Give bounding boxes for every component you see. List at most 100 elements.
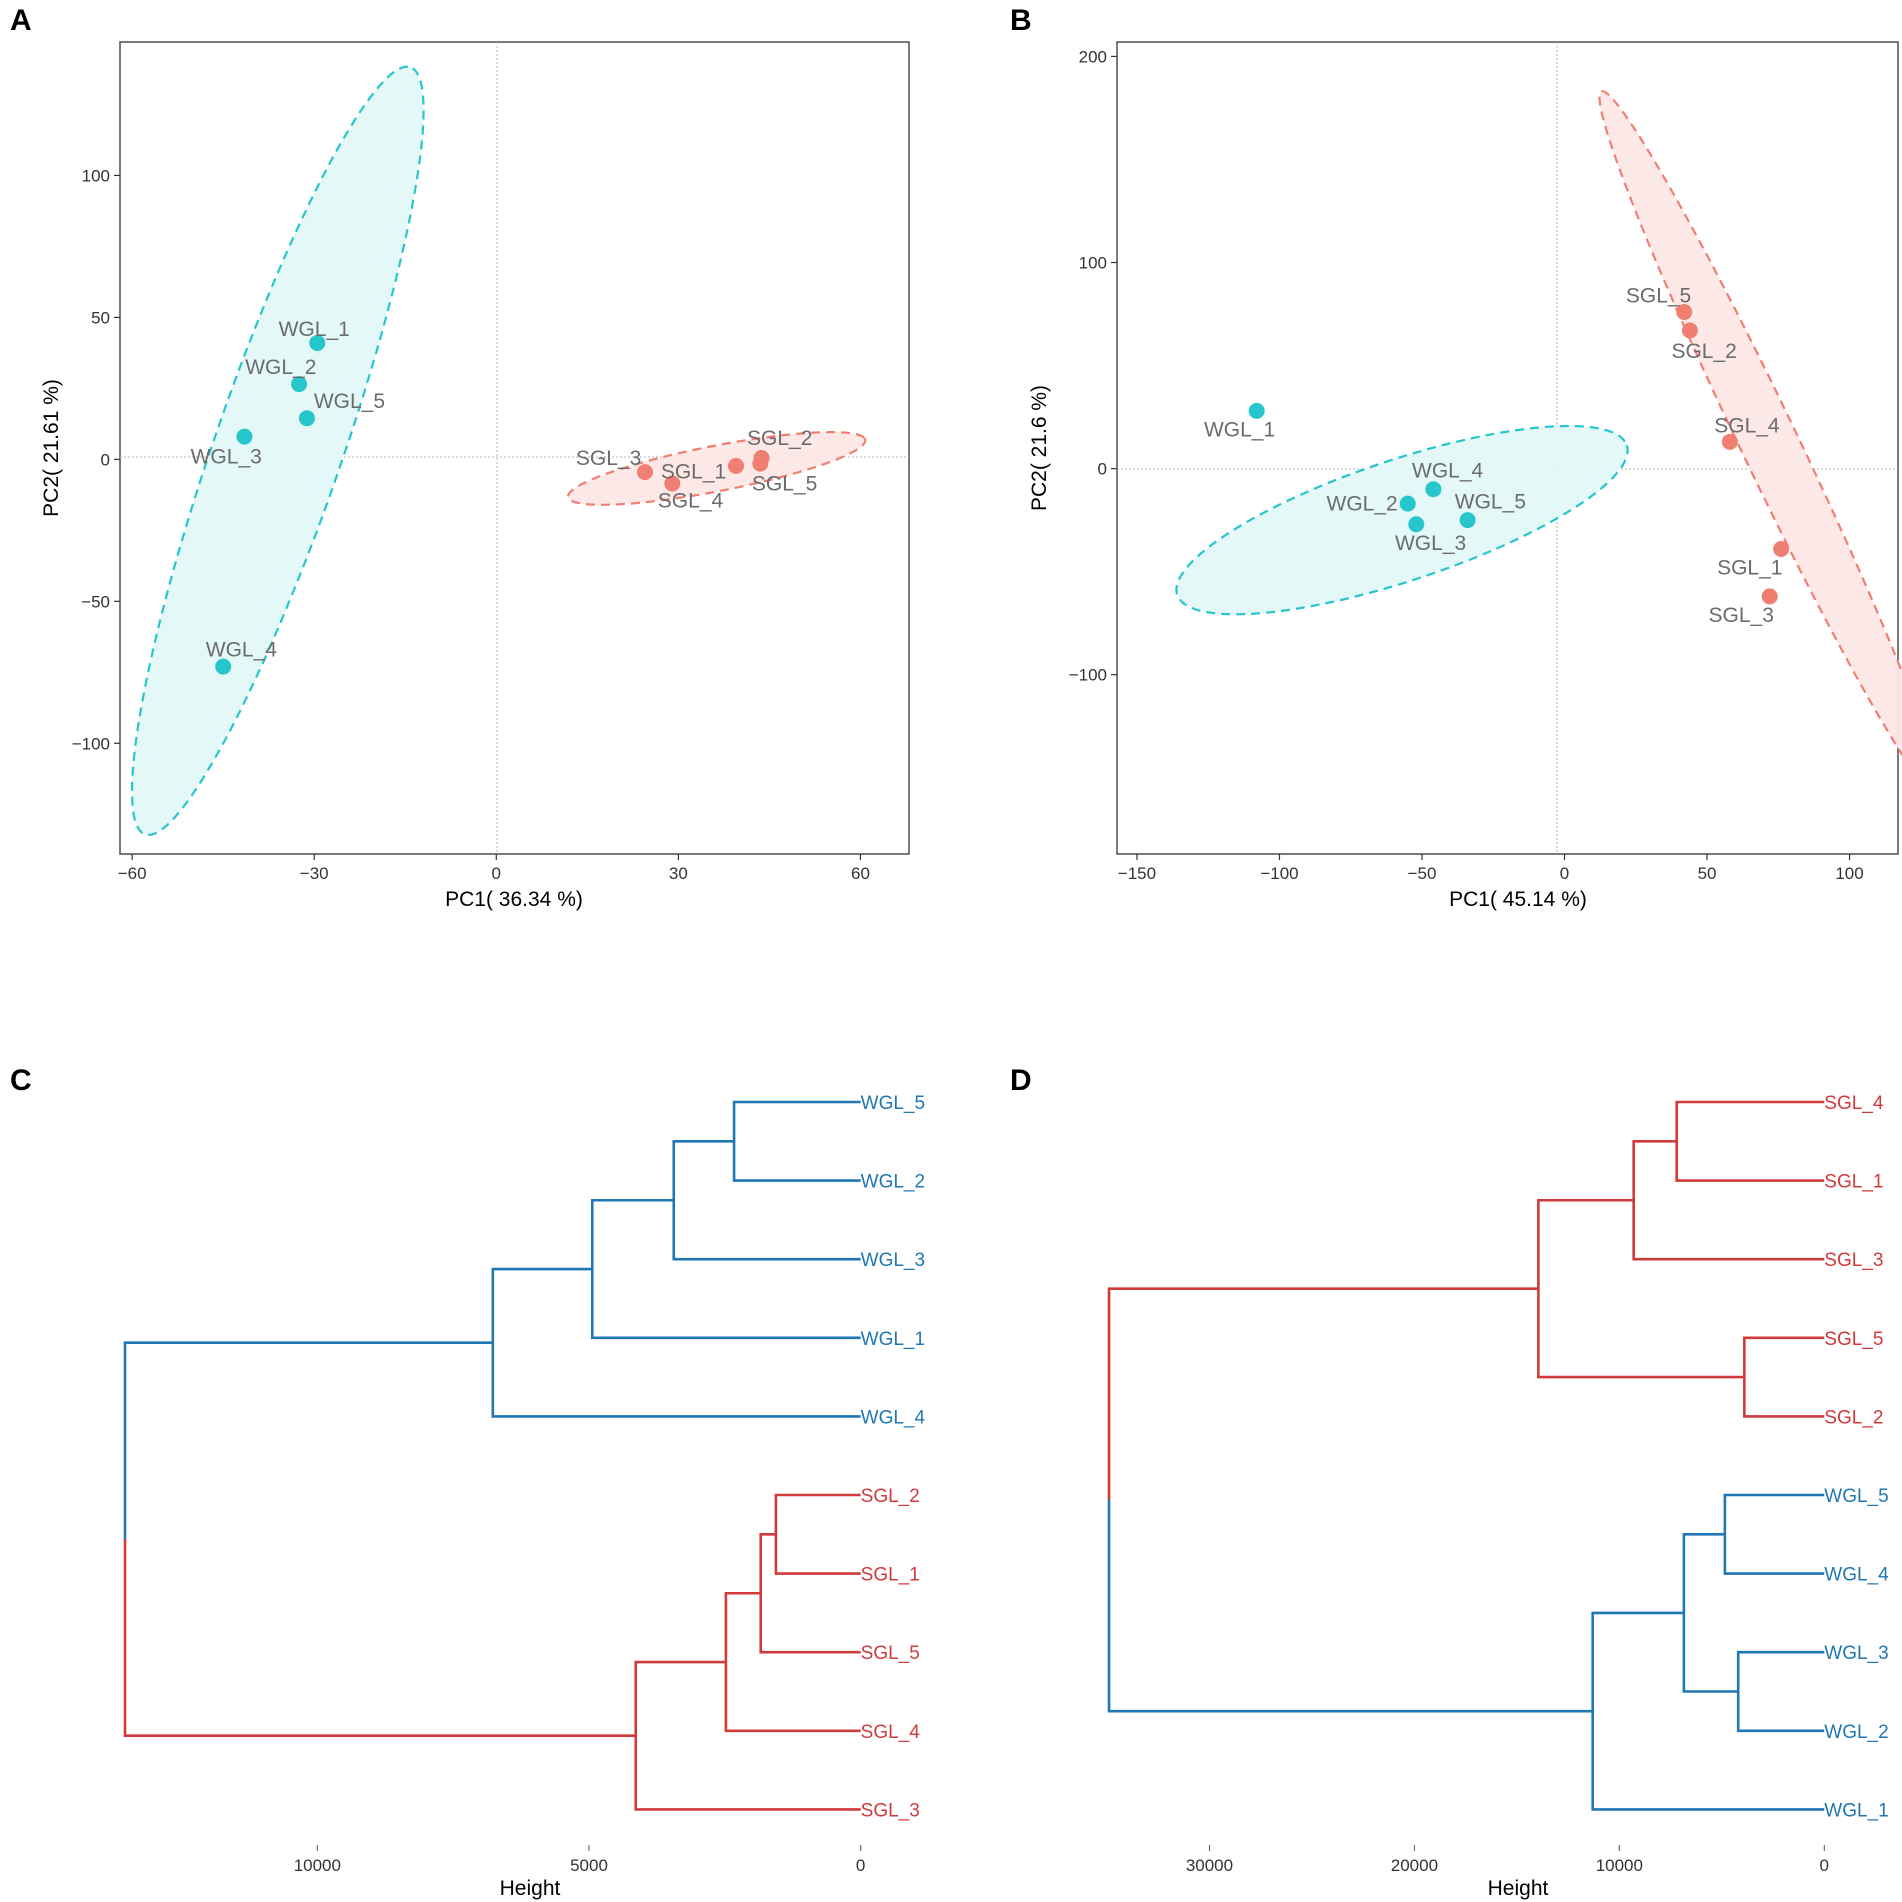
d-branch-n7 (1682, 1533, 1739, 1693)
d-x-tick-label: 30000 (1186, 1856, 1233, 1875)
b-label-sgl_3: SGL_3 (1709, 604, 1774, 627)
b-x-tick-label: 100 (1835, 864, 1863, 883)
a-ellipse-sgl (566, 431, 867, 506)
b-label-wgl_5: WGL_5 (1455, 491, 1526, 514)
b-point-wgl_2 (1399, 495, 1416, 512)
b-y-tick-label: 0 (1098, 460, 1107, 479)
a-point-sgl_3 (636, 464, 653, 481)
c-leaf-sgl_3: SGL_3 (861, 1800, 920, 1821)
d-leaf-wgl_1: WGL_1 (1824, 1800, 1888, 1821)
a-point-wgl_2 (291, 376, 308, 393)
a-label-wgl_1: WGL_1 (279, 318, 350, 341)
a-label-wgl_5: WGL_5 (314, 390, 385, 413)
b-x-tick-label: −50 (1408, 864, 1437, 883)
a-y-tick-label: 100 (82, 166, 110, 185)
b-label-wgl_4: WGL_4 (1412, 460, 1484, 483)
a-label-wgl_2: WGL_2 (245, 356, 316, 379)
d-x-tick-label: 20000 (1391, 1856, 1438, 1875)
c-leaf-wgl_1: WGL_1 (861, 1329, 925, 1350)
a-label-sgl_4: SGL_4 (658, 490, 724, 513)
panel-label-c: C (10, 1064, 32, 1097)
panel-b-plot-frame (1116, 41, 1899, 855)
panel-b-y-axis-title: PC2( 21.6 %) (1028, 385, 1051, 511)
panel-d-x-axis-title: Height (1488, 1877, 1549, 1900)
b-point-sgl_4 (1721, 433, 1738, 450)
b-label-sgl_4: SGL_4 (1714, 414, 1780, 437)
panel-a-points (215, 334, 770, 675)
c-branch-m9-upper (123, 1341, 493, 1540)
d-leaf-sgl_3: SGL_3 (1824, 1250, 1883, 1271)
a-label-sgl_5: SGL_5 (752, 472, 817, 495)
a-x-tick-label: 0 (492, 864, 501, 883)
panel-a-y-axis-title: PC2( 21.61 %) (40, 379, 63, 517)
d-leaf-wgl_3: WGL_3 (1824, 1643, 1888, 1664)
panel-b-x-axis-title: PC1( 45.14 %) (1449, 888, 1587, 911)
c-branch-m9-lower (123, 1539, 636, 1738)
b-ellipse-wgl (1175, 424, 1629, 616)
panel-c-leaf-labels: WGL_5 WGL_2 WGL_3 WGL_1 WGL_4 SGL_2 SGL_1 SGL_5… (861, 1093, 926, 1821)
a-label-wgl_3: WGL_3 (191, 446, 262, 469)
b-label-sgl_5: SGL_5 (1626, 284, 1691, 307)
a-label-sgl_3: SGL_3 (576, 447, 641, 470)
d-x-tick-label: 0 (1820, 1856, 1829, 1875)
b-label-wgl_1: WGL_1 (1204, 418, 1275, 441)
a-label-wgl_4: WGL_4 (206, 639, 278, 662)
panel-c-x-axis-title: Height (500, 1877, 561, 1900)
d-branch-n9-upper (1107, 1287, 1539, 1500)
a-point-wgl_4 (215, 658, 232, 675)
b-label-sgl_1: SGL_1 (1717, 557, 1782, 580)
panel-a-pca: A WGL_1 WGL_2 WGL_5 WGL_3 WGL_4 SGL_3 SGL_1 SGL… (10, 4, 910, 911)
a-y-tick-label: −100 (72, 734, 110, 753)
d-branch-n3 (1743, 1336, 1825, 1418)
b-x-tick-label: 50 (1698, 864, 1717, 883)
c-branch-m8 (634, 1660, 861, 1811)
panel-c-branches (123, 1100, 861, 1811)
panel-d-dendrogram: D SGL_4 SGL_1 SGL_3 SGL_5 SGL_2 WGL_5 WGL_4 WGL… (1010, 1064, 1889, 1900)
a-x-tick-label: 30 (669, 864, 688, 883)
c-leaf-wgl_3: WGL_3 (861, 1250, 925, 1271)
d-branch-n1 (1675, 1100, 1825, 1182)
a-y-tick-label: 50 (91, 308, 110, 327)
c-leaf-wgl_4: WGL_4 (861, 1407, 926, 1428)
b-y-tick-label: 200 (1079, 47, 1107, 66)
b-label-wgl_2: WGL_2 (1327, 493, 1398, 516)
a-label-sgl_1: SGL_1 (661, 461, 726, 484)
b-point-wgl_3 (1408, 516, 1425, 533)
c-x-tick-label: 0 (856, 1856, 865, 1875)
a-point-sgl_5 (752, 455, 769, 472)
c-branch-m5 (774, 1493, 861, 1575)
b-label-sgl_2: SGL_2 (1671, 340, 1736, 363)
panel-b-x-axis: −150 −100 −50 0 50 100 (1118, 854, 1864, 883)
c-x-tick-label: 5000 (570, 1856, 608, 1875)
panel-b-y-axis: −100 0 100 200 (1069, 47, 1117, 685)
a-point-wgl_3 (236, 428, 253, 445)
panel-c-x-axis: 10000 5000 0 (294, 1845, 865, 1875)
b-point-sgl_1 (1773, 540, 1790, 557)
b-point-sgl_3 (1761, 588, 1778, 605)
panel-label-a: A (10, 4, 32, 37)
panel-a-point-labels: WGL_1 WGL_2 WGL_5 WGL_3 WGL_4 SGL_3 SGL_1 SGL_4… (191, 318, 818, 662)
b-point-wgl_1 (1248, 402, 1265, 419)
a-point-wgl_5 (298, 410, 315, 427)
b-x-tick-label: −100 (1260, 864, 1298, 883)
panel-label-b: B (1010, 4, 1032, 37)
d-leaf-wgl_5: WGL_5 (1824, 1486, 1888, 1507)
c-leaf-sgl_2: SGL_2 (861, 1486, 920, 1507)
panel-b-point-labels: WGL_1 WGL_4 WGL_2 WGL_5 WGL_3 SGL_5 SGL_2 SGL_4… (1204, 284, 1783, 626)
a-point-wgl_1 (309, 334, 326, 351)
b-point-wgl_5 (1459, 512, 1476, 529)
panel-a-y-axis: −100 −50 0 50 100 (72, 166, 120, 753)
b-point-wgl_4 (1425, 481, 1442, 498)
panel-a-x-axis-title: PC1( 36.34 %) (445, 888, 583, 911)
d-branch-n6 (1736, 1650, 1825, 1733)
panel-d-x-axis: 30000 20000 10000 0 (1186, 1845, 1829, 1875)
b-point-sgl_5 (1676, 303, 1693, 320)
b-label-wgl_3: WGL_3 (1395, 532, 1466, 555)
b-x-tick-label: −150 (1118, 864, 1156, 883)
panel-b-ellipses (1175, 90, 1902, 757)
c-x-tick-label: 10000 (294, 1856, 341, 1875)
b-y-tick-label: −100 (1069, 666, 1107, 685)
a-point-sgl_1 (728, 457, 745, 474)
a-point-sgl_4 (664, 475, 681, 492)
a-ellipse-wgl (130, 65, 425, 837)
